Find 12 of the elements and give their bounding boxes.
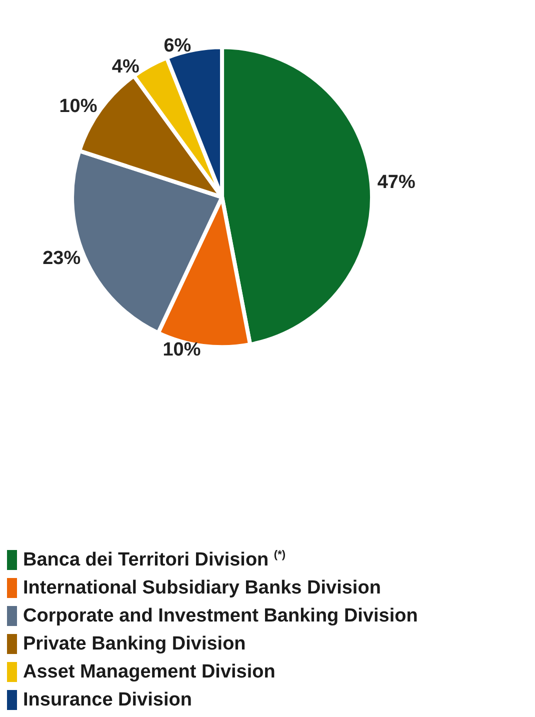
data-label: 10% bbox=[59, 96, 98, 118]
legend-label: Private Banking Division bbox=[23, 634, 246, 654]
legend-label: Corporate and Investment Banking Division bbox=[23, 606, 418, 626]
legend-label: Asset Management Division bbox=[23, 662, 276, 682]
data-label: 4% bbox=[112, 56, 140, 78]
data-label: 23% bbox=[42, 248, 81, 269]
data-label: 47% bbox=[377, 172, 416, 194]
data-label: 10% bbox=[162, 339, 201, 360]
legend-label: International Subsidiary Banks Division bbox=[23, 578, 381, 598]
legend-label: Insurance Division bbox=[23, 690, 192, 710]
legend-label: Banca dei Territori Division (*) bbox=[23, 549, 286, 570]
data-label: 6% bbox=[164, 35, 192, 56]
